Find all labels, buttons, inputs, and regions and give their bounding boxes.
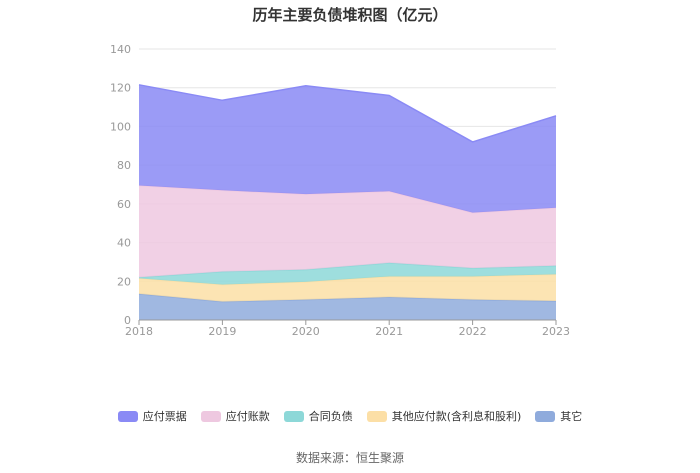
legend-swatch xyxy=(366,410,387,422)
legend-label: 应付票据 xyxy=(142,410,187,423)
legend-swatch xyxy=(283,410,304,422)
legend-item[interactable]: 应付票据 xyxy=(117,408,187,424)
y-tick-label: 120 xyxy=(110,82,131,95)
legend-label: 其它 xyxy=(560,410,583,423)
area-series xyxy=(139,262,556,285)
y-tick-label: 20 xyxy=(117,275,131,288)
legend: 应付票据 应付账款 合同负债 其他应付款(含利息和股利) 其它 xyxy=(0,408,700,424)
x-tick-label: 2021 xyxy=(375,325,403,338)
x-tick-label: 2020 xyxy=(292,325,320,338)
legend-swatch xyxy=(200,410,221,422)
x-tick-label: 2023 xyxy=(542,325,570,338)
area-series-line xyxy=(138,293,557,303)
legend-item[interactable]: 应付账款 xyxy=(200,408,270,424)
legend-swatch xyxy=(117,410,138,422)
legend-item[interactable]: 合同负债 xyxy=(283,408,353,424)
y-tick-label: 0 xyxy=(124,314,131,327)
area-layer xyxy=(138,84,557,320)
area-series xyxy=(139,185,556,278)
area-series xyxy=(139,293,556,320)
y-tick-label: 40 xyxy=(117,237,131,250)
chart-title: 历年主要负债堆积图（亿元） xyxy=(252,6,448,24)
legend-item[interactable]: 其它 xyxy=(535,408,582,424)
legend-label: 应付账款 xyxy=(225,410,270,423)
y-tick-label: 80 xyxy=(117,159,131,172)
legend-swatch xyxy=(535,410,556,422)
axis-layer: 0 20 40 60 80 100 120 140 2018 2019 2020 2021 2022 20… xyxy=(110,43,570,338)
area-series-line xyxy=(138,84,557,143)
x-tick-label: 2019 xyxy=(208,325,236,338)
y-tick-label: 60 xyxy=(117,198,131,211)
y-tick-label: 100 xyxy=(110,120,131,133)
legend-item[interactable]: 其他应付款(含利息和股利) xyxy=(366,408,522,424)
data-source: 数据来源：恒生聚源 xyxy=(295,451,404,465)
y-tick-label: 140 xyxy=(110,43,131,56)
x-tick-label: 2018 xyxy=(125,325,153,338)
x-tick-label: 2022 xyxy=(459,325,487,338)
area-series xyxy=(139,84,556,213)
legend-label: 其他应付款(含利息和股利) xyxy=(391,410,522,423)
area-series xyxy=(139,274,556,302)
legend-label: 合同负债 xyxy=(308,410,353,423)
